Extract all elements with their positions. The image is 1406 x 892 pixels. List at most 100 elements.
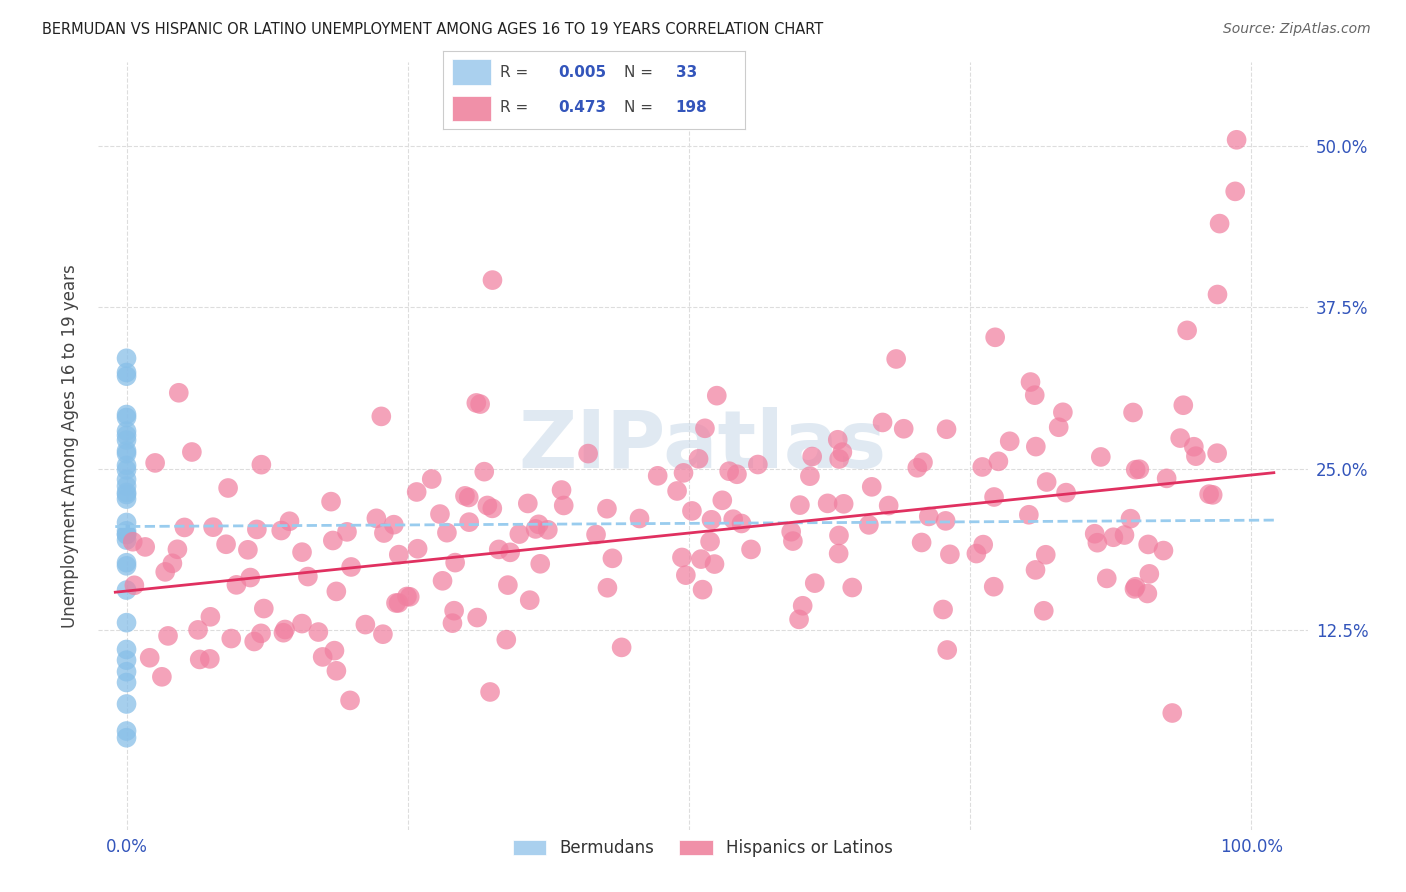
Point — [1125, 580, 1147, 594]
Point — [1085, 535, 1108, 549]
Point — [458, 515, 481, 529]
Point — [858, 517, 880, 532]
Point — [610, 640, 633, 655]
Point — [311, 649, 333, 664]
Point — [1018, 508, 1040, 522]
Point — [325, 664, 347, 678]
Point — [481, 273, 503, 287]
Point — [481, 501, 503, 516]
Point — [173, 520, 195, 534]
Point — [602, 551, 624, 566]
Point — [115, 410, 138, 425]
Point — [1161, 706, 1184, 720]
Point — [319, 494, 342, 508]
Point — [499, 545, 522, 559]
Point — [703, 557, 725, 571]
Point — [527, 517, 550, 532]
Point — [1206, 446, 1229, 460]
Point — [596, 581, 619, 595]
Point — [671, 550, 693, 565]
Point — [429, 507, 451, 521]
Point — [1024, 563, 1046, 577]
Point — [472, 465, 495, 479]
Point — [134, 540, 156, 554]
Point — [115, 472, 138, 486]
Point — [115, 447, 138, 461]
Point — [115, 527, 138, 541]
Point — [827, 433, 849, 447]
Point — [166, 542, 188, 557]
Point — [388, 548, 411, 562]
Point — [278, 514, 301, 528]
Point — [780, 524, 803, 539]
Point — [115, 527, 138, 541]
Point — [115, 479, 138, 493]
Point — [911, 455, 934, 469]
Point — [932, 602, 955, 616]
Point — [325, 584, 347, 599]
Point — [387, 596, 409, 610]
Point — [718, 464, 741, 478]
Point — [385, 596, 408, 610]
Point — [202, 520, 225, 534]
Text: R =: R = — [501, 65, 533, 80]
Point — [725, 467, 748, 482]
Point — [457, 491, 479, 505]
Legend: Bermudans, Hispanics or Latinos: Bermudans, Hispanics or Latinos — [506, 832, 900, 863]
Point — [443, 604, 465, 618]
Point — [1208, 217, 1230, 231]
Point — [537, 523, 560, 537]
Point — [115, 463, 138, 477]
Point — [115, 583, 138, 598]
Point — [983, 490, 1005, 504]
Point — [382, 517, 405, 532]
Point — [115, 675, 138, 690]
Point — [219, 632, 242, 646]
Point — [516, 496, 538, 510]
Point — [1052, 405, 1074, 419]
Point — [405, 485, 427, 500]
Point — [200, 609, 222, 624]
Point — [454, 489, 477, 503]
Point — [508, 527, 530, 541]
Point — [692, 582, 714, 597]
Point — [792, 599, 814, 613]
Point — [1019, 375, 1042, 389]
Point — [465, 610, 488, 624]
Point — [495, 632, 517, 647]
FancyBboxPatch shape — [451, 60, 491, 86]
Text: 0.005: 0.005 — [558, 65, 606, 80]
Point — [647, 468, 669, 483]
Point — [395, 590, 418, 604]
Point — [246, 523, 269, 537]
Point — [441, 616, 464, 631]
Point — [188, 652, 211, 666]
Point — [1095, 571, 1118, 585]
Point — [972, 538, 994, 552]
Point — [987, 454, 1010, 468]
Text: 33: 33 — [676, 65, 697, 80]
Point — [291, 545, 314, 559]
Point — [699, 534, 721, 549]
Point — [157, 629, 180, 643]
Point — [162, 557, 184, 571]
Point — [721, 512, 744, 526]
Point — [1122, 405, 1144, 419]
Point — [935, 514, 957, 528]
Point — [1125, 463, 1147, 477]
Point — [828, 528, 851, 542]
Point — [1226, 133, 1249, 147]
Point — [366, 511, 388, 525]
Point — [115, 653, 138, 667]
Point — [398, 590, 420, 604]
Text: N =: N = — [624, 100, 658, 115]
Point — [225, 578, 247, 592]
Point — [524, 522, 547, 536]
Point — [1137, 566, 1160, 581]
Point — [488, 542, 510, 557]
Point — [711, 493, 734, 508]
Point — [984, 330, 1007, 344]
Point — [666, 483, 689, 498]
Point — [115, 351, 138, 366]
Point — [138, 650, 160, 665]
